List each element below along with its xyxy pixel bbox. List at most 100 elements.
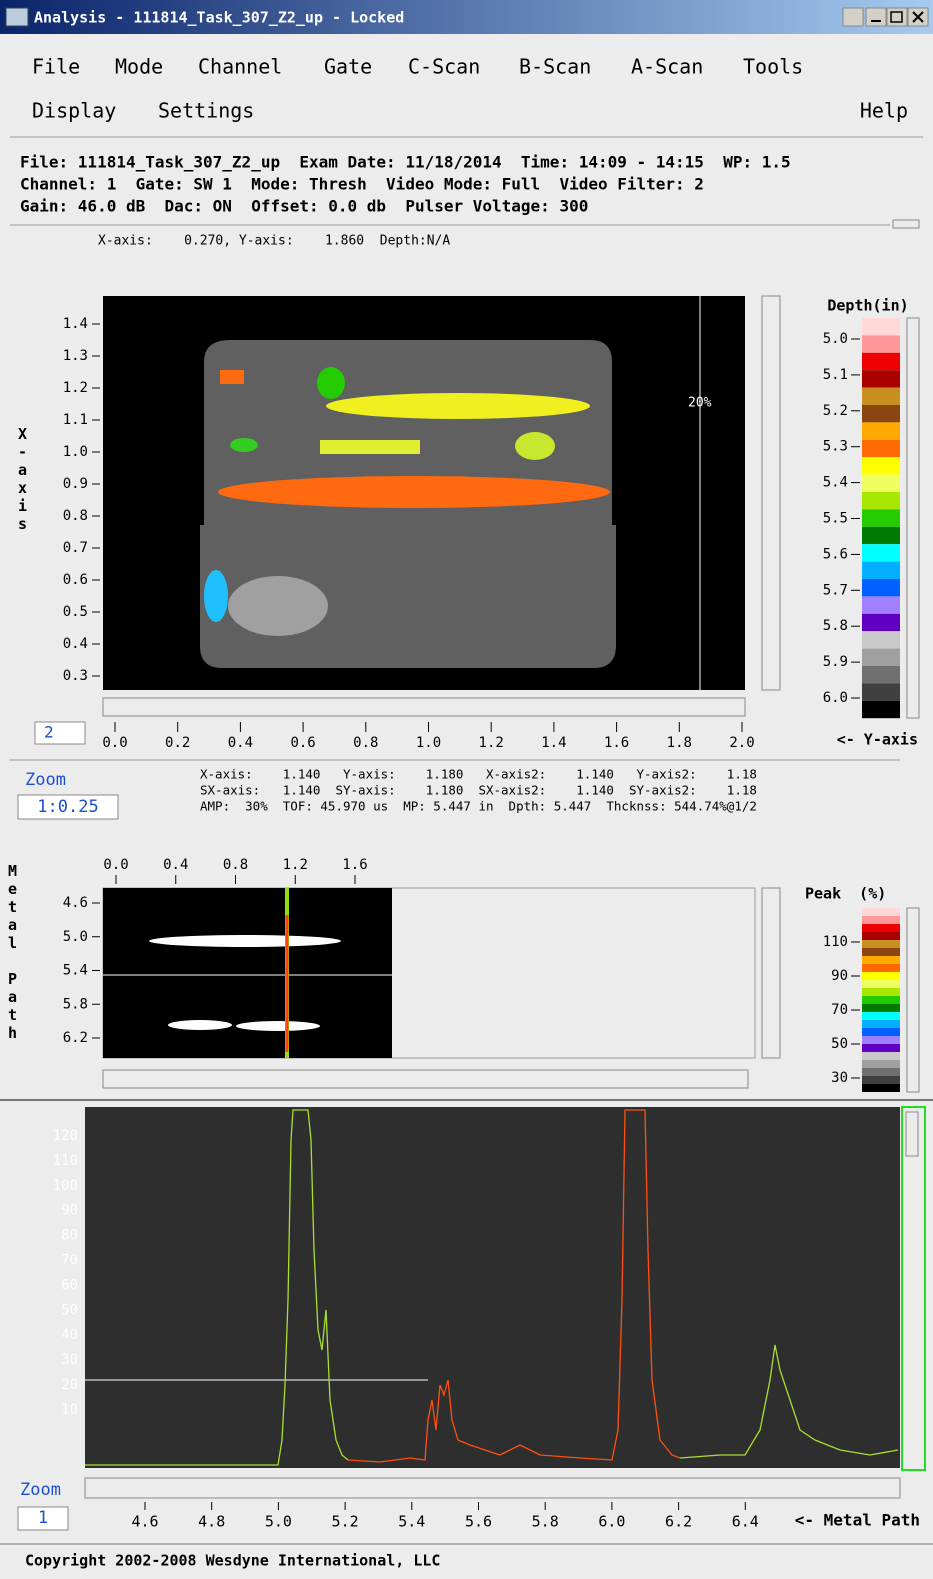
zoom-label: Zoom — [20, 1480, 61, 1500]
echo-band — [149, 935, 341, 947]
axis-note: <- Metal Path — [795, 1511, 920, 1530]
color-swatch — [862, 980, 900, 988]
color-swatch — [862, 996, 900, 1004]
cursor-readout: X-axis: 0.270, Y-axis: 1.860 Depth:N/A — [98, 234, 450, 249]
menu-item[interactable]: Display — [32, 99, 116, 123]
x-tick-label: 6.4 — [732, 1513, 759, 1531]
color-swatch — [862, 1012, 900, 1020]
vertical-scrollbar[interactable] — [762, 296, 780, 690]
x-tick-label: 5.6 — [465, 1513, 492, 1531]
indication-green-small — [230, 438, 258, 452]
x-tick-label: 6.2 — [665, 1513, 692, 1531]
y-tick-label: 0.4 — [63, 636, 88, 652]
minimize-button[interactable] — [866, 8, 886, 26]
indication-yellow-small — [320, 440, 420, 454]
splitter-handle[interactable] — [893, 220, 919, 228]
legend-title: Peak (%) — [805, 885, 886, 903]
exam-info: Gain: 46.0 dB Dac: ON Offset: 0.0 db Pul… — [20, 197, 588, 216]
legend-label: 5.7 — [823, 582, 848, 598]
y-tick-label: 10 — [61, 1402, 78, 1418]
indication-orange — [218, 476, 610, 508]
menu-item[interactable]: A-Scan — [631, 55, 703, 79]
bscan-plot — [103, 888, 392, 1058]
menu-item[interactable]: Mode — [115, 55, 163, 79]
menu-help[interactable]: Help — [860, 99, 908, 123]
echo-band — [236, 1021, 320, 1031]
x-tick-label: 0.8 — [353, 735, 378, 751]
x-tick-label: 1.4 — [541, 735, 566, 751]
horizontal-scrollbar[interactable] — [85, 1478, 900, 1498]
y-tick-label: 6.2 — [63, 1030, 88, 1046]
x-tick-label: 5.8 — [532, 1513, 559, 1531]
x-tick-label: 0.0 — [103, 857, 128, 873]
maximize-button[interactable] — [887, 8, 907, 26]
menu-item[interactable]: Tools — [743, 55, 803, 79]
menu-item[interactable]: Channel — [198, 55, 282, 79]
color-swatch — [862, 932, 900, 940]
color-swatch — [862, 353, 900, 370]
indication-small-orange — [220, 370, 244, 384]
legend-label: 70 — [831, 1002, 848, 1018]
color-swatch — [862, 1044, 900, 1052]
readout-line: SX-axis: 1.140 SY-axis: 1.180 SX-axis2: … — [200, 783, 757, 798]
y-tick-label: 1.1 — [63, 412, 88, 428]
x-tick-label: 1.6 — [342, 857, 367, 873]
exam-info: File: 111814_Task_307_Z2_up Exam Date: 1… — [20, 153, 791, 172]
menu-item[interactable]: File — [32, 55, 80, 79]
legend-slider[interactable] — [907, 318, 919, 718]
y-tick-label: 70 — [61, 1253, 78, 1269]
y-tick-label: 0.8 — [63, 508, 88, 524]
color-swatch — [862, 1084, 900, 1092]
color-swatch — [862, 940, 900, 948]
x-tick-label: 0.2 — [165, 735, 190, 751]
y-tick-label: 40 — [61, 1327, 78, 1343]
color-swatch — [862, 631, 900, 648]
x-tick-label: 0.4 — [163, 857, 188, 873]
y-tick-label: 100 — [53, 1178, 78, 1194]
x-tick-label: 4.6 — [131, 1513, 158, 1531]
indication-yellowgreen — [515, 432, 555, 460]
vertical-scrollbar[interactable] — [762, 888, 780, 1058]
body: { "window": {"title": "Analysis - 111814… — [0, 0, 933, 1579]
x-tick-label: 2.0 — [729, 735, 754, 751]
color-swatch — [862, 579, 900, 596]
x-tick-label: 5.4 — [398, 1513, 425, 1531]
exam-info: Channel: 1 Gate: SW 1 Mode: Thresh Video… — [20, 175, 704, 194]
menu-item[interactable]: C-Scan — [408, 55, 480, 79]
indication-lightgray — [228, 576, 328, 636]
color-swatch — [862, 972, 900, 980]
y-tick-label: 50 — [61, 1302, 78, 1318]
color-swatch — [862, 544, 900, 561]
horizontal-scrollbar[interactable] — [103, 1070, 748, 1088]
axis-title: Metal Path — [4, 862, 22, 1042]
color-swatch — [862, 964, 900, 972]
y-tick-label: 1.2 — [63, 380, 88, 396]
legend-slider[interactable] — [907, 908, 919, 1092]
slider-thumb[interactable] — [906, 1112, 918, 1156]
color-swatch — [862, 1004, 900, 1012]
marker-label: 20% — [688, 396, 712, 411]
color-swatch — [862, 1020, 900, 1028]
page: Analysis html, body { margin: 0; padding… — [0, 0, 933, 1579]
gain-slider[interactable] — [902, 1107, 925, 1470]
menu-item[interactable]: Gate — [324, 55, 372, 79]
print-button[interactable] — [843, 8, 863, 26]
index-box[interactable] — [35, 722, 85, 744]
x-tick-label: 0.6 — [290, 735, 315, 751]
indication-cyan — [204, 570, 228, 622]
color-swatch — [862, 1060, 900, 1068]
y-tick-label: 110 — [53, 1153, 78, 1169]
horizontal-scrollbar[interactable] — [103, 698, 745, 716]
menu-item[interactable]: Settings — [158, 99, 254, 123]
menu-item[interactable]: B-Scan — [519, 55, 591, 79]
y-tick-label: 0.5 — [63, 604, 88, 620]
color-swatch — [862, 666, 900, 683]
legend-label: 50 — [831, 1036, 848, 1052]
y-tick-label: 0.6 — [63, 572, 88, 588]
x-tick-label: 5.2 — [332, 1513, 359, 1531]
indication-yellow — [326, 393, 590, 419]
y-tick-label: 1.3 — [63, 348, 88, 364]
color-swatch — [862, 908, 900, 916]
legend-label: 110 — [823, 934, 848, 950]
axis-note: <- Y-axis — [837, 731, 918, 749]
